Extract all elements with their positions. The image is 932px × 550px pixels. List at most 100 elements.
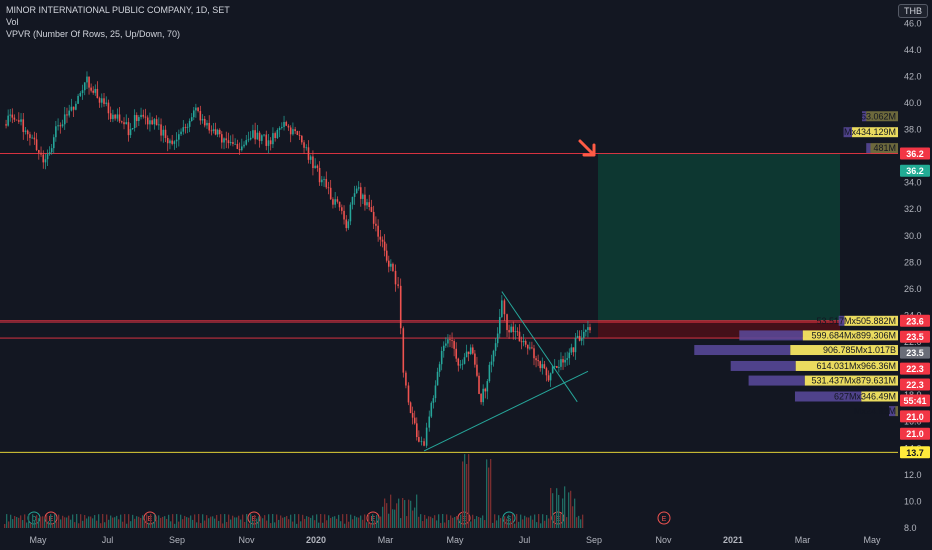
volume-bar (292, 521, 294, 528)
down-arrow-icon[interactable] (578, 139, 596, 157)
volume-bar (28, 514, 30, 528)
volume-bar (86, 518, 88, 528)
target-zone[interactable] (598, 153, 840, 321)
candle-body (514, 331, 517, 333)
candle-body (57, 125, 59, 127)
volume-bar (42, 516, 44, 528)
volume-bar (538, 514, 540, 528)
volume-bar (358, 517, 360, 528)
volume-profile-down (794, 391, 862, 402)
candle-body (151, 120, 153, 125)
volume-bar (330, 518, 332, 528)
triangle-lower-trendline[interactable] (423, 370, 589, 452)
candle-body (160, 124, 162, 136)
candle-body (535, 358, 537, 361)
volume-bar (24, 514, 26, 528)
candle-body (438, 364, 441, 372)
volume-bar (114, 517, 116, 528)
volume-bar (504, 516, 506, 528)
candle-body (55, 126, 57, 138)
volume-bar (176, 514, 178, 528)
candle-body (531, 347, 533, 349)
volume-bar (186, 517, 188, 528)
candle-body (234, 143, 236, 145)
currency-badge[interactable]: THB (898, 4, 928, 18)
volume-bar (398, 498, 400, 528)
volume-bar (160, 517, 162, 528)
volume-bar (572, 506, 574, 528)
volume-bar (228, 514, 230, 528)
candle-body (278, 127, 281, 130)
candle-body (467, 351, 470, 354)
event-marker-icon[interactable] (657, 511, 671, 525)
candle-body (123, 122, 125, 125)
candle-body (578, 335, 581, 341)
volume-profile-down (694, 345, 791, 356)
candle-body (399, 285, 402, 329)
volume-bar (150, 514, 152, 528)
price-label-badge (900, 394, 930, 407)
candle-body (294, 129, 296, 132)
volume-bar (164, 516, 166, 528)
volume-bar (508, 514, 510, 528)
candle-body (274, 133, 276, 139)
volume-bar (92, 518, 94, 528)
candle-body (86, 76, 88, 83)
candle-body (510, 326, 512, 333)
volume-bar (290, 514, 292, 528)
candle-body (272, 133, 274, 145)
volume-bar (412, 510, 414, 528)
volume-bar (230, 519, 232, 528)
volume-bar (156, 520, 158, 528)
volume-bar (72, 514, 74, 528)
candle-body (428, 416, 431, 428)
candle-body (18, 120, 20, 122)
candle-body (518, 331, 521, 342)
volume-bar (256, 518, 258, 528)
volume-bar (520, 514, 522, 528)
volume-bar (178, 521, 180, 528)
candle-body (135, 115, 138, 122)
volume-bar (118, 519, 120, 528)
candle-body (146, 117, 149, 125)
candle-body (169, 140, 171, 144)
candle-body (131, 128, 134, 130)
candle-body (436, 371, 439, 386)
candle-body (281, 126, 283, 128)
volume-bar (416, 494, 418, 528)
candle-body (321, 179, 323, 183)
volume-bar (434, 515, 436, 528)
volume-bar (124, 514, 126, 528)
candle-body (256, 132, 259, 140)
candle-body (370, 207, 373, 212)
volume-bar (516, 514, 518, 528)
candle-body (516, 331, 519, 333)
candle-body (564, 359, 566, 363)
volume-bar (110, 515, 112, 528)
candle-body (478, 375, 480, 394)
candle-body (336, 199, 339, 202)
time-tick-label: Sep (169, 535, 185, 545)
event-marker-label: E (662, 516, 667, 523)
volume-profile-up (895, 406, 898, 417)
candle-body (390, 263, 392, 267)
volume-bar (274, 522, 276, 528)
candle-body (332, 199, 334, 205)
triangle-upper-trendline[interactable] (501, 291, 578, 403)
candle-body (547, 375, 550, 381)
volume-bar (546, 515, 548, 528)
candle-body (307, 147, 310, 160)
candle-body (411, 413, 414, 418)
volume-bar (414, 507, 416, 528)
volume-bar (288, 519, 290, 528)
volume-bar (284, 517, 286, 528)
candle-body (440, 350, 443, 365)
volume-bar (116, 515, 118, 528)
volume-bar (250, 514, 252, 528)
candle-body (182, 127, 185, 132)
volume-bar (222, 523, 224, 528)
candle-body (116, 114, 119, 119)
candle-body (359, 187, 362, 199)
price-label-badge (900, 147, 930, 160)
